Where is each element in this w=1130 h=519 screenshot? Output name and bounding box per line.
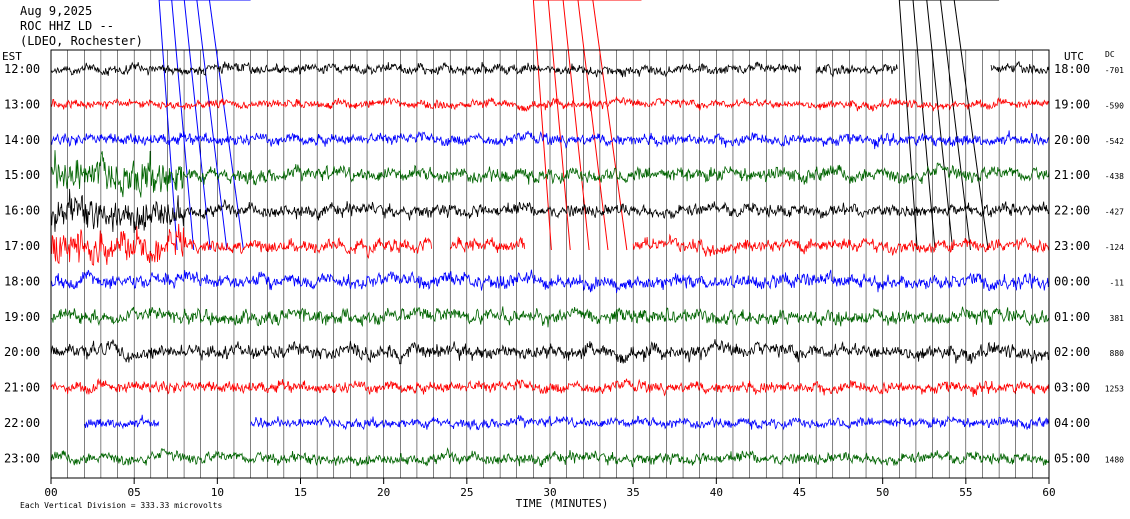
event-marker-line [953, 0, 989, 251]
scale-note: Each Vertical Division = 333.33 microvol… [20, 501, 222, 510]
trace-line [50, 223, 1050, 266]
header-network: (LDEO, Rochester) [20, 34, 143, 48]
x-tick-label: 35 [627, 486, 640, 499]
x-tick-label: 30 [543, 486, 556, 499]
trace-line [84, 414, 1050, 431]
est-hour-label: 18:00 [4, 274, 40, 288]
trace-line [50, 61, 1050, 79]
est-axis-label: EST [2, 50, 22, 63]
dc-offset-label: -427 [1105, 208, 1124, 217]
est-hour-label: 14:00 [4, 133, 40, 147]
x-tick-label: 45 [793, 486, 806, 499]
est-hour-label: 21:00 [4, 381, 40, 395]
dc-offset-label: -124 [1105, 243, 1124, 252]
dc-offset-label: -11 [1110, 278, 1125, 287]
est-hour-label: 15:00 [4, 168, 40, 182]
event-marker-line [562, 0, 590, 251]
trace-line [50, 306, 1050, 328]
trace-line [50, 447, 1050, 468]
x-axis-label: TIME (MINUTES) [516, 497, 609, 510]
event-markers [158, 0, 1000, 251]
utc-hour-label: 23:00 [1054, 239, 1090, 253]
utc-hour-label: 03:00 [1054, 381, 1090, 395]
event-marker-line [547, 0, 571, 251]
est-hour-label: 13:00 [4, 97, 40, 111]
event-marker-line [912, 0, 936, 251]
utc-axis-label: UTC [1064, 50, 1084, 63]
x-tick-label: 10 [211, 486, 224, 499]
x-tick-label: 50 [876, 486, 889, 499]
trace-line [50, 188, 1050, 234]
dc-offset-label: 381 [1110, 314, 1125, 323]
est-hour-label: 20:00 [4, 345, 40, 359]
utc-hour-label: 21:00 [1054, 168, 1090, 182]
est-hour-label: 19:00 [4, 310, 40, 324]
est-hour-label: 22:00 [4, 416, 40, 430]
x-tick-label: 05 [128, 486, 141, 499]
dc-offset-label: 1480 [1105, 455, 1124, 464]
utc-hour-label: 05:00 [1054, 451, 1090, 465]
utc-hour-label: 20:00 [1054, 133, 1090, 147]
est-hour-label: 16:00 [4, 204, 40, 218]
x-tick-label: 25 [460, 486, 473, 499]
x-tick-label: 40 [710, 486, 723, 499]
x-axis-ticks: 00 05 10 15 20 25 30 35 40 45 50 55 60 [44, 478, 1056, 499]
dc-offset-label: -701 [1105, 66, 1124, 75]
utc-hour-label: 01:00 [1054, 310, 1090, 324]
event-marker-line [158, 0, 178, 251]
dc-column-label: DC [1105, 50, 1115, 59]
x-tick-label: 15 [294, 486, 307, 499]
utc-hour-label: 02:00 [1054, 345, 1090, 359]
vertical-gridlines [67, 50, 1033, 478]
dc-offset-label: -542 [1105, 137, 1124, 146]
est-hour-label: 17:00 [4, 239, 40, 253]
utc-hour-label: 00:00 [1054, 274, 1090, 288]
row-labels: 12:00 18:00 -701 13:00 19:00 -590 14:00 20:00 -5… [4, 62, 1124, 465]
trace-line [50, 130, 1050, 150]
event-marker-line [183, 0, 211, 251]
event-marker-line [577, 0, 609, 251]
est-hour-label: 23:00 [4, 451, 40, 465]
trace-line [50, 269, 1050, 294]
utc-hour-label: 04:00 [1054, 416, 1090, 430]
x-tick-label: 55 [959, 486, 972, 499]
dc-offset-label: -590 [1105, 101, 1124, 110]
trace-line [50, 150, 1050, 198]
utc-hour-label: 19:00 [1054, 97, 1090, 111]
seismic-traces [50, 61, 1050, 468]
dc-offset-label: 880 [1110, 349, 1125, 358]
header-station: ROC HHZ LD -- [20, 19, 114, 33]
dc-offset-label: 1253 [1105, 385, 1124, 394]
utc-hour-label: 18:00 [1054, 62, 1090, 76]
event-marker-line [171, 0, 195, 251]
dc-offset-label: -438 [1105, 172, 1124, 181]
utc-hour-label: 22:00 [1054, 204, 1090, 218]
x-tick-label: 00 [44, 486, 57, 499]
x-tick-label: 20 [377, 486, 390, 499]
x-tick-label: 60 [1042, 486, 1055, 499]
event-marker-line [208, 0, 244, 251]
est-hour-label: 12:00 [4, 62, 40, 76]
trace-line [50, 339, 1050, 365]
trace-line [50, 378, 1050, 397]
header-date: Aug 9,2025 [20, 4, 92, 18]
event-marker-line [898, 0, 918, 251]
trace-line [50, 96, 1050, 112]
